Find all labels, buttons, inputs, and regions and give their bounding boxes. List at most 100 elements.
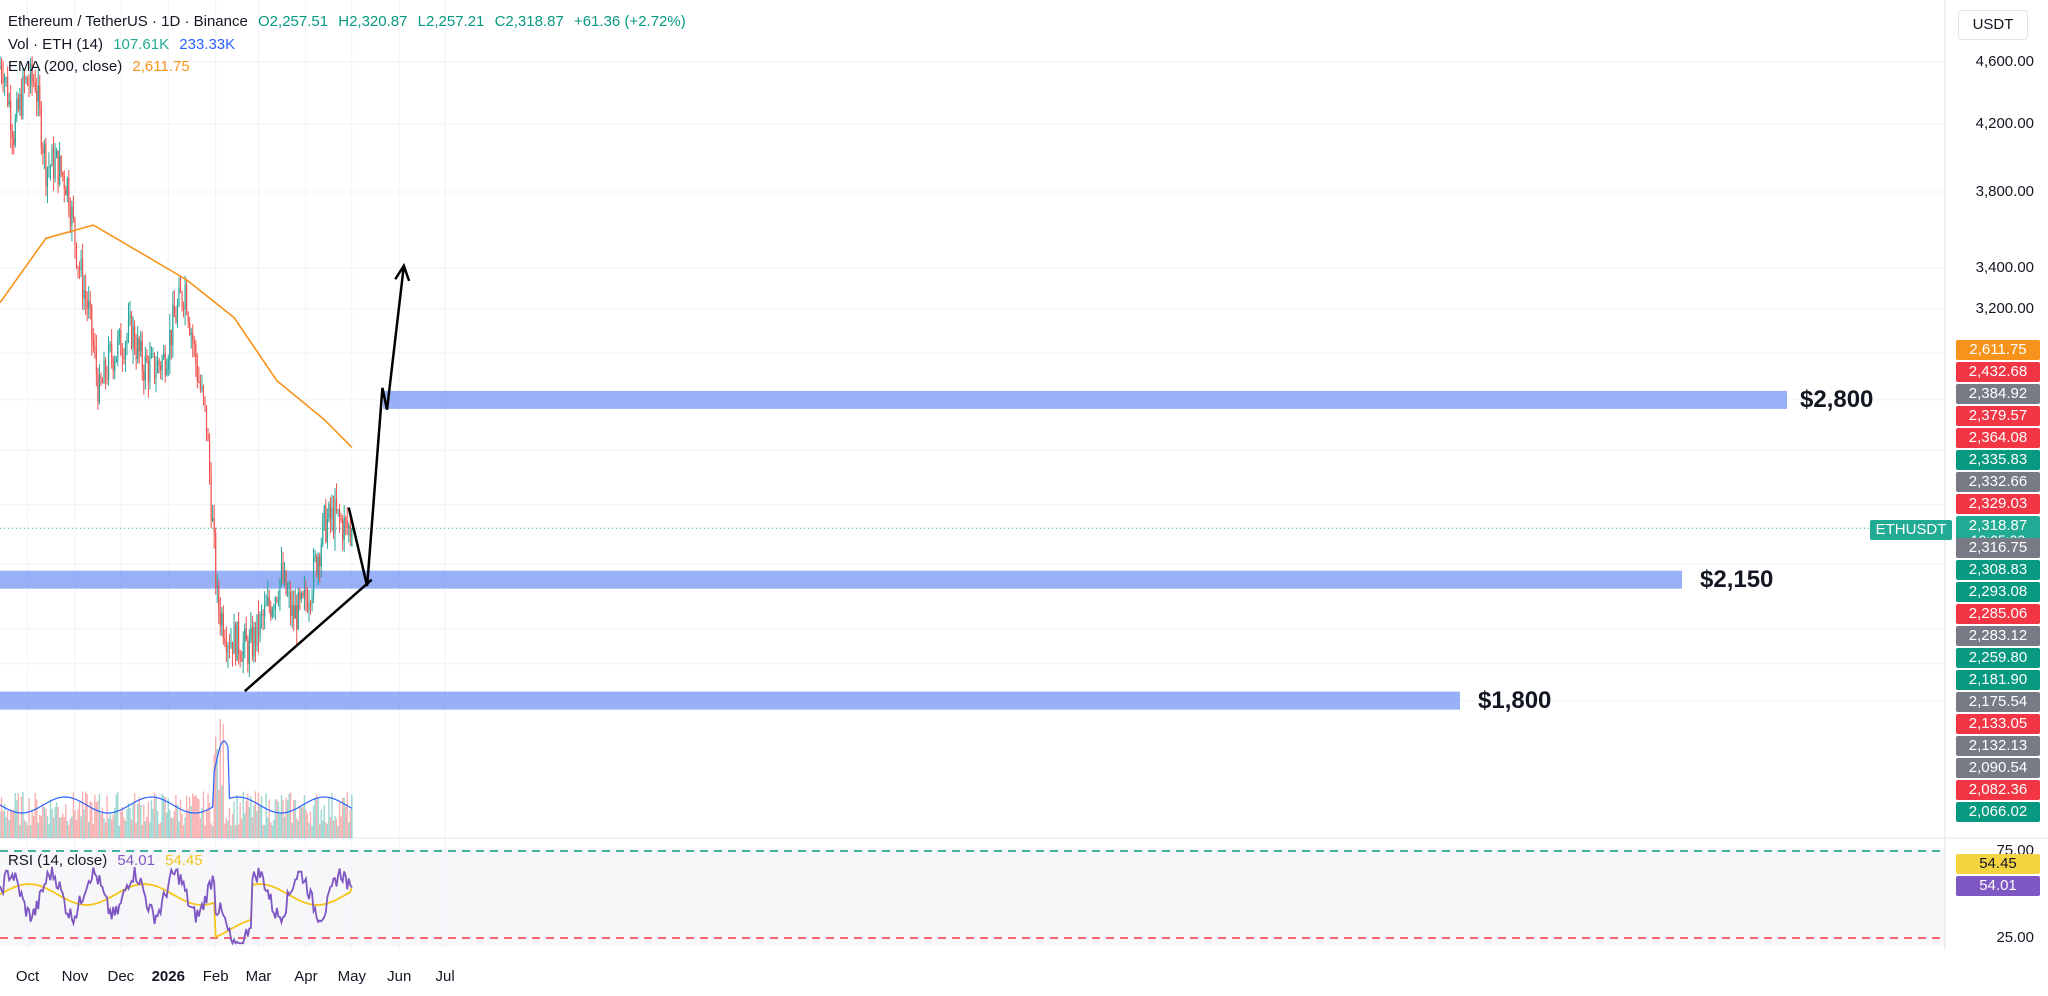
open-value: O2,257.51	[258, 13, 329, 30]
candle-body	[195, 344, 197, 364]
volume-bar	[170, 817, 173, 838]
candle-body	[208, 440, 211, 476]
volume-bar	[274, 799, 277, 838]
volume-value: 107.61K	[113, 36, 170, 53]
volume-bar	[175, 795, 177, 838]
volume-bar	[322, 820, 324, 838]
price-scale-label: 2,308.83	[1956, 560, 2040, 580]
candle-body	[16, 98, 18, 119]
candle-body	[351, 528, 353, 547]
support-resistance-zone	[0, 570, 1682, 589]
candle-body	[242, 643, 244, 662]
change-value: +61.36 (+2.72%)	[573, 13, 686, 30]
candle-body	[146, 355, 148, 362]
candle-body	[60, 156, 62, 173]
candle-body	[123, 357, 125, 360]
rsi-pane-background	[0, 848, 1945, 946]
volume-bar	[75, 819, 78, 838]
volume-bar	[89, 801, 91, 838]
candle-body	[8, 100, 10, 105]
volume-bar	[340, 816, 342, 838]
candle-body	[189, 322, 191, 335]
candle-body	[190, 333, 192, 335]
price-scale-label: 2,318.87	[1956, 516, 2040, 536]
price-scale-label: 2,432.68	[1956, 362, 2040, 382]
candle-body	[19, 93, 21, 110]
candle-body	[147, 361, 149, 382]
candle-body	[117, 337, 119, 357]
volume-bar	[62, 812, 64, 838]
candle-body	[225, 643, 227, 652]
volume-bar	[294, 800, 296, 838]
candle-body	[231, 641, 234, 654]
candle-body	[166, 368, 168, 375]
volume-bar	[130, 819, 133, 838]
symbol-title[interactable]: Ethereum / TetherUS · 1D · Binance	[8, 13, 248, 30]
candle-body	[143, 371, 145, 381]
volume-bar	[319, 823, 321, 838]
volume-bar	[150, 800, 153, 838]
volume-bar	[110, 819, 113, 838]
candle-body	[286, 593, 289, 595]
candle-body	[262, 613, 264, 617]
price-scale-label: 2,066.02	[1956, 802, 2040, 822]
candle-body	[219, 610, 221, 626]
volume-bar	[80, 816, 82, 838]
volume-legend[interactable]: Vol · ETH (14) 107.61K 233.33K	[8, 36, 241, 53]
candle-body	[273, 608, 275, 610]
volume-bar	[277, 801, 280, 838]
volume-bar	[132, 803, 134, 838]
price-scale-label: 2,175.54	[1956, 692, 2040, 712]
volume-bar	[256, 811, 258, 838]
volume-bar	[325, 822, 327, 838]
volume-bar	[211, 825, 214, 838]
candle-body	[337, 509, 339, 511]
price-tick-label: 4,200.00	[1975, 114, 2034, 132]
candle-body	[150, 353, 153, 358]
volume-bar	[202, 791, 205, 838]
volume-bar	[254, 791, 257, 838]
close-value: C2,318.87	[494, 13, 564, 30]
volume-bar	[143, 804, 145, 838]
volume-ma-value: 233.33K	[179, 36, 236, 53]
volume-bar	[309, 811, 312, 838]
candle-body	[49, 166, 52, 168]
rsi-legend[interactable]: RSI (14, close) 54.01 54.45	[8, 852, 209, 869]
volume-bar	[55, 802, 58, 838]
volume-bar	[115, 794, 117, 838]
candle-body	[175, 316, 177, 323]
volume-bar	[2, 811, 4, 838]
candle-body	[314, 555, 316, 558]
candle-body	[13, 138, 15, 145]
candle-body	[248, 639, 250, 664]
candle-body	[323, 505, 325, 517]
volume-bar	[218, 789, 220, 838]
volume-bar	[29, 825, 32, 838]
candle-body	[91, 305, 93, 340]
volume-bar	[207, 793, 209, 838]
volume-bar	[63, 817, 65, 838]
volume-bar	[172, 818, 174, 838]
volume-bar	[159, 822, 162, 838]
candle-body	[299, 592, 301, 600]
ema-legend[interactable]: EMA (200, close) 2,611.75	[8, 58, 196, 75]
volume-bar	[297, 820, 299, 838]
candle-body	[265, 604, 267, 606]
volume-bar	[83, 809, 85, 838]
volume-bar	[228, 808, 231, 838]
volume-bar	[302, 806, 304, 838]
candle-body	[23, 75, 26, 81]
volume-bar	[312, 805, 315, 838]
candle-body	[311, 594, 313, 605]
candle-body	[59, 156, 61, 185]
volume-bars	[0, 719, 353, 838]
support-resistance-zone	[0, 691, 1460, 710]
currency-selector[interactable]: USDT	[1958, 10, 2028, 40]
candle-body	[196, 363, 198, 382]
candle-body	[280, 562, 283, 580]
candle-body	[250, 627, 252, 640]
volume-bar	[103, 818, 105, 838]
volume-bar	[121, 807, 124, 838]
volume-bar	[240, 818, 243, 838]
